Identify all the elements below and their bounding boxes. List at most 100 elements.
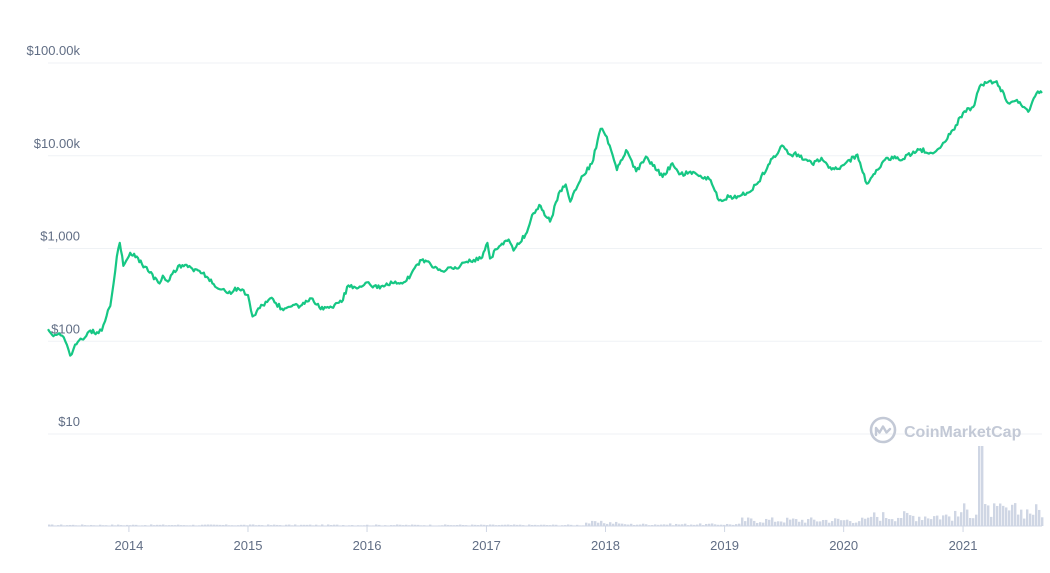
volume-bar	[585, 522, 588, 526]
volume-bar	[252, 524, 255, 526]
volume-bar	[933, 516, 936, 526]
volume-bar	[870, 516, 873, 526]
volume-bar	[705, 523, 708, 526]
volume-bar	[723, 524, 726, 526]
volume-bar	[984, 504, 987, 526]
volume-bar	[927, 518, 930, 526]
volume-bar	[801, 519, 804, 526]
volume-bar	[645, 524, 648, 526]
volume-bar	[414, 524, 417, 526]
y-tick-label: $10	[58, 414, 80, 429]
volume-bar	[825, 519, 828, 526]
volume-bar	[888, 519, 891, 526]
coinmarketcap-logo-icon	[869, 416, 897, 444]
volume-bar	[483, 524, 486, 526]
volume-bar	[285, 524, 288, 526]
watermark-text: CoinMarketCap	[904, 424, 1022, 441]
price-series	[47, 79, 1043, 357]
volume-bar	[654, 524, 657, 526]
volume-bar	[759, 522, 762, 526]
volume-bar	[975, 514, 978, 526]
volume-bar	[714, 524, 717, 526]
volume-bar	[1014, 503, 1017, 526]
volume-bar	[366, 524, 369, 526]
volume-bar	[156, 524, 159, 526]
volume-bar	[840, 520, 843, 526]
volume-bar	[879, 520, 882, 526]
volume-bar	[972, 518, 975, 526]
volume-bar	[267, 524, 270, 526]
volume-bar	[960, 512, 963, 526]
volume-bar	[216, 524, 219, 526]
volume-bar	[666, 524, 669, 526]
volume-bar	[744, 521, 747, 526]
volume-bar	[807, 519, 810, 526]
volume-bar	[48, 524, 51, 526]
volume-bar	[651, 524, 654, 526]
volume-bar	[447, 524, 450, 526]
volume-bar	[213, 524, 216, 526]
volume-bar	[798, 521, 801, 526]
y-tick-label: $100.00k	[27, 43, 81, 58]
volume-bar	[915, 521, 918, 526]
volume-bar	[774, 521, 777, 526]
volume-bar	[51, 524, 54, 526]
volume-bar	[732, 524, 735, 526]
volume-bar	[753, 520, 756, 526]
volume-bar	[210, 524, 213, 526]
volume-bar	[762, 522, 765, 526]
volume-bar	[330, 524, 333, 526]
volume-bar	[873, 512, 876, 526]
volume-bar	[849, 521, 852, 526]
volume-bar	[1041, 517, 1044, 526]
grid-lines	[48, 62, 1042, 435]
y-axis-ticks: $100.00k$10.00k$1,000$100$10	[27, 43, 81, 429]
volume-bar	[507, 524, 510, 526]
volume-bar	[804, 522, 807, 526]
volume-bar	[1008, 510, 1011, 526]
volume-bar	[1035, 504, 1038, 526]
volume-bar	[375, 524, 378, 526]
volume-bar	[192, 524, 195, 526]
volume-bar	[681, 524, 684, 526]
volume-bar	[69, 524, 72, 526]
volume-bar	[1026, 509, 1029, 526]
volume-bar	[942, 515, 945, 526]
volume-bar	[921, 520, 924, 526]
volume-bar	[294, 524, 297, 526]
volume-bar	[81, 524, 84, 526]
volume-bar	[969, 517, 972, 526]
volume-bar	[945, 514, 948, 526]
volume-bar	[315, 524, 318, 526]
volume-bar	[162, 524, 165, 526]
volume-bar	[594, 521, 597, 526]
volume-bar	[225, 524, 228, 526]
volume-bar	[837, 518, 840, 526]
volume-bar	[399, 524, 402, 526]
volume-bar	[741, 517, 744, 526]
volume-bar	[540, 524, 543, 526]
volume-bar	[333, 524, 336, 526]
volume-bar	[336, 524, 339, 526]
volume-bar	[1038, 509, 1041, 526]
volume-bar	[1029, 513, 1032, 526]
volume-bar	[288, 524, 291, 526]
volume-bar	[204, 524, 207, 526]
volume-bar	[396, 524, 399, 526]
x-tick-label: 2014	[114, 538, 143, 553]
volume-bar	[936, 515, 939, 526]
volume-bar	[876, 516, 879, 526]
volume-bar	[684, 523, 687, 526]
volume-bar	[867, 517, 870, 526]
volume-bar	[786, 517, 789, 526]
volume-bar	[729, 524, 732, 526]
volume-bar	[90, 524, 93, 526]
volume-bar	[966, 509, 969, 526]
volume-bar	[963, 503, 966, 526]
volume-bar	[735, 524, 738, 526]
volume-bar	[177, 524, 180, 526]
volume-bar	[504, 524, 507, 526]
volume-bar	[201, 524, 204, 526]
volume-bar	[978, 446, 981, 526]
volume-bar	[999, 503, 1002, 526]
